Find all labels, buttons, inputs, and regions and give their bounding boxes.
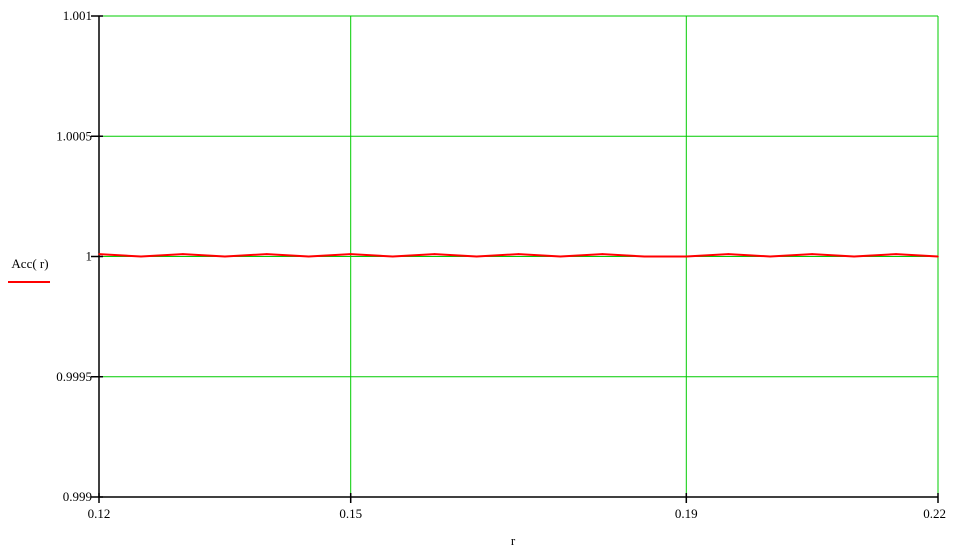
- data-point: [266, 253, 268, 255]
- x-tick-label: 0.12: [88, 506, 111, 521]
- data-point: [140, 255, 142, 258]
- x-tick-label: 0.15: [339, 506, 362, 521]
- x-axis-title: r: [511, 533, 516, 548]
- data-point: [559, 255, 562, 258]
- ticks: 0.999 0.9995 1 1.0005 1.001 0.12 0.15 0.19 0.22: [56, 8, 946, 521]
- data-point: [895, 253, 897, 255]
- data-point: [475, 255, 478, 258]
- data-point: [727, 253, 730, 255]
- data-point: [98, 253, 100, 255]
- y-tick-label: 1.0005: [56, 128, 92, 143]
- y-tick-label: 1: [86, 249, 93, 264]
- data-point: [307, 255, 310, 258]
- y-axis-title: Acc( r): [11, 256, 48, 271]
- data-point: [937, 255, 939, 258]
- data-point: [391, 255, 394, 258]
- series-layer: [98, 253, 939, 258]
- data-point: [433, 253, 436, 255]
- data-point: [182, 253, 184, 255]
- y-tick-label: 0.999: [63, 489, 92, 504]
- y-tick-label: 0.9995: [56, 369, 92, 384]
- data-point: [349, 253, 352, 255]
- x-tick-label: 0.19: [675, 506, 698, 521]
- data-point: [517, 253, 520, 255]
- data-point: [769, 255, 771, 258]
- data-point: [601, 253, 604, 255]
- x-tick-label: 0.22: [923, 506, 946, 521]
- data-point: [811, 253, 813, 255]
- data-point: [685, 255, 688, 258]
- data-point: [224, 255, 226, 258]
- y-tick-label: 1.001: [63, 8, 92, 23]
- data-point: [643, 255, 646, 258]
- data-point: [853, 255, 855, 258]
